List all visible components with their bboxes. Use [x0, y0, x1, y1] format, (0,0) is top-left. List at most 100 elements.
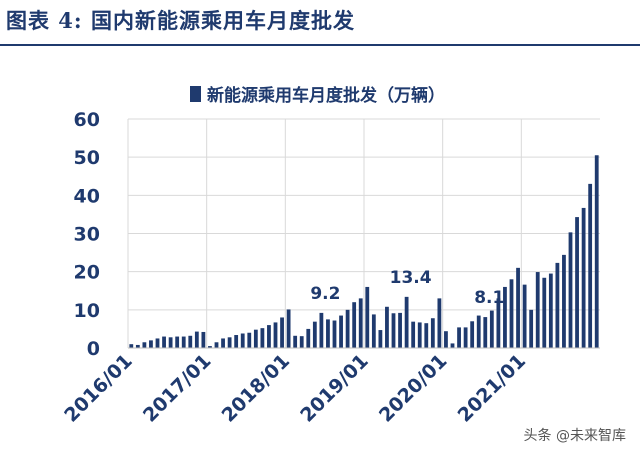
bar: [470, 321, 475, 348]
bar: [385, 306, 389, 348]
bar: [516, 267, 520, 348]
x-axis-ticks: 2016/01 2017/01 2018/01 2019/01 2020/01 2021/…: [60, 350, 530, 427]
bar: [142, 342, 147, 348]
bar: [135, 344, 140, 348]
bar: [247, 332, 252, 348]
bar: [555, 262, 560, 348]
bar: [457, 327, 461, 348]
bar: [286, 309, 291, 348]
bar: [332, 320, 337, 348]
figure-title: 图表 4: 国内新能源乘用车月度批发: [6, 8, 355, 33]
bar: [548, 273, 553, 348]
bar: [365, 286, 370, 348]
bar: [181, 336, 186, 348]
x-tick-label: 2017/01: [139, 350, 216, 427]
bar: [267, 325, 271, 348]
bar: [358, 298, 363, 348]
bar: [312, 321, 317, 348]
bar: [168, 337, 173, 348]
bar: [155, 338, 160, 348]
bar: [535, 272, 540, 348]
bar: [503, 286, 507, 348]
bar: [404, 296, 409, 348]
bar: [417, 322, 422, 348]
bar: [280, 317, 284, 348]
bar: [306, 328, 311, 348]
bar: [240, 333, 245, 348]
bar: [496, 298, 501, 348]
bar: [581, 207, 586, 348]
bar: [149, 340, 153, 348]
data-label: 9.2: [310, 284, 340, 304]
y-tick-label: 40: [74, 185, 100, 207]
bar: [339, 315, 343, 348]
bar: [162, 336, 166, 348]
x-tick-label: 2020/01: [375, 350, 452, 427]
bar: [227, 337, 232, 348]
bar: [214, 342, 219, 348]
bar: [424, 323, 429, 348]
bar: [175, 336, 180, 348]
bar: [450, 343, 455, 348]
x-tick-label: 2019/01: [296, 350, 373, 427]
bar: [129, 344, 134, 348]
bar: [588, 183, 593, 348]
bar: [299, 336, 304, 348]
watermark: 头条 @未来智库: [523, 428, 626, 444]
bar: [326, 319, 330, 348]
x-tick-label: 2018/01: [218, 350, 295, 427]
bars: [129, 155, 599, 348]
bar: [411, 321, 416, 348]
gridlines: [127, 118, 600, 348]
bar: [208, 346, 212, 348]
y-tick-label: 10: [74, 300, 100, 322]
x-tick-label: 2016/01: [60, 350, 137, 427]
bar: [201, 331, 206, 348]
bar: [575, 217, 579, 348]
bar: [194, 331, 199, 348]
bar: [463, 327, 468, 348]
y-tick-label: 60: [74, 109, 100, 131]
bar: [352, 302, 357, 348]
bar: [509, 279, 514, 348]
bar: [188, 335, 193, 348]
bar: [260, 328, 265, 348]
bar: [253, 329, 258, 348]
bar: [371, 314, 376, 348]
legend-swatch: [190, 86, 201, 102]
bar: [562, 254, 566, 348]
bar: [594, 155, 599, 348]
legend-label: 新能源乘用车月度批发（万辆）: [207, 85, 445, 106]
title-divider: [0, 44, 640, 46]
bar-chart: 新能源乘用车月度批发（万辆） 0 10 20 30 40 50 60 2016/01 2017…: [60, 85, 600, 427]
bar: [430, 318, 435, 348]
bar: [542, 277, 547, 348]
bar: [378, 330, 383, 348]
bar: [345, 309, 350, 348]
chart-legend: 新能源乘用车月度批发（万辆）: [190, 85, 445, 106]
bar: [476, 315, 481, 348]
bar: [319, 312, 324, 348]
bar: [437, 298, 442, 348]
bar: [273, 322, 278, 348]
y-tick-label: 50: [74, 147, 100, 169]
bar: [293, 335, 298, 348]
y-tick-label: 0: [87, 338, 100, 360]
bar: [489, 310, 494, 348]
bar: [529, 309, 534, 348]
y-tick-label: 30: [74, 224, 100, 246]
bar: [444, 331, 448, 348]
bar: [391, 313, 396, 348]
x-tick-label: 2021/01: [454, 350, 531, 427]
bar: [221, 338, 225, 348]
bar: [234, 335, 239, 348]
data-annotations: 9.2 13.4 8.1: [310, 268, 504, 308]
bar: [483, 317, 488, 348]
data-label: 8.1: [474, 288, 504, 308]
bar: [522, 284, 527, 348]
y-tick-label: 20: [74, 262, 100, 284]
y-axis-ticks: 0 10 20 30 40 50 60: [74, 109, 100, 360]
data-label: 13.4: [390, 268, 432, 288]
bar: [568, 232, 573, 348]
bar: [398, 312, 402, 348]
